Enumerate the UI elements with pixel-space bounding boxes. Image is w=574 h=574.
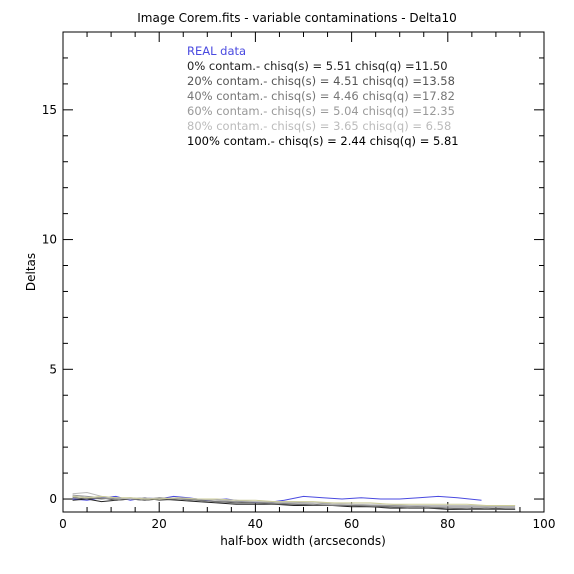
- series-line-6: [72, 495, 516, 506]
- x-tick-label: 0: [59, 517, 67, 531]
- x-tick-labels: 0 20 40 60 80 100: [59, 517, 555, 531]
- legend-entry: 0% contam.- chisq(s) = 5.51 chisq(q) =11…: [187, 59, 448, 73]
- y-tick-labels: 0 5 10 15: [42, 103, 57, 506]
- legend-entry: 20% contam.- chisq(s) = 4.51 chisq(q) =1…: [187, 74, 455, 88]
- legend-entry: 100% contam.- chisq(s) = 2.44 chisq(q) =…: [187, 134, 459, 148]
- x-tick-label: 60: [344, 517, 359, 531]
- x-tick-label: 80: [440, 517, 455, 531]
- y-tick-label: 5: [49, 362, 57, 376]
- series-lines: [72, 491, 516, 510]
- x-tick-label: 40: [248, 517, 263, 531]
- legend-entry: REAL data: [187, 44, 246, 58]
- y-tick-label: 10: [42, 233, 57, 247]
- chart-title: Image Corem.fits - variable contaminatio…: [137, 11, 456, 25]
- x-axis-label: half-box width (arcseconds): [220, 534, 386, 548]
- y-axis-label: Deltas: [24, 253, 38, 291]
- legend-entry: 80% contam.- chisq(s) = 3.65 chisq(q) = …: [187, 119, 451, 133]
- x-tick-label: 100: [533, 517, 556, 531]
- y-tick-label: 0: [49, 492, 57, 506]
- y-tick-label: 15: [42, 103, 57, 117]
- legend-entry: 40% contam.- chisq(s) = 4.46 chisq(q) =1…: [187, 89, 455, 103]
- x-tick-label: 20: [152, 517, 167, 531]
- legend-entry: 60% contam.- chisq(s) = 5.04 chisq(q) =1…: [187, 104, 455, 118]
